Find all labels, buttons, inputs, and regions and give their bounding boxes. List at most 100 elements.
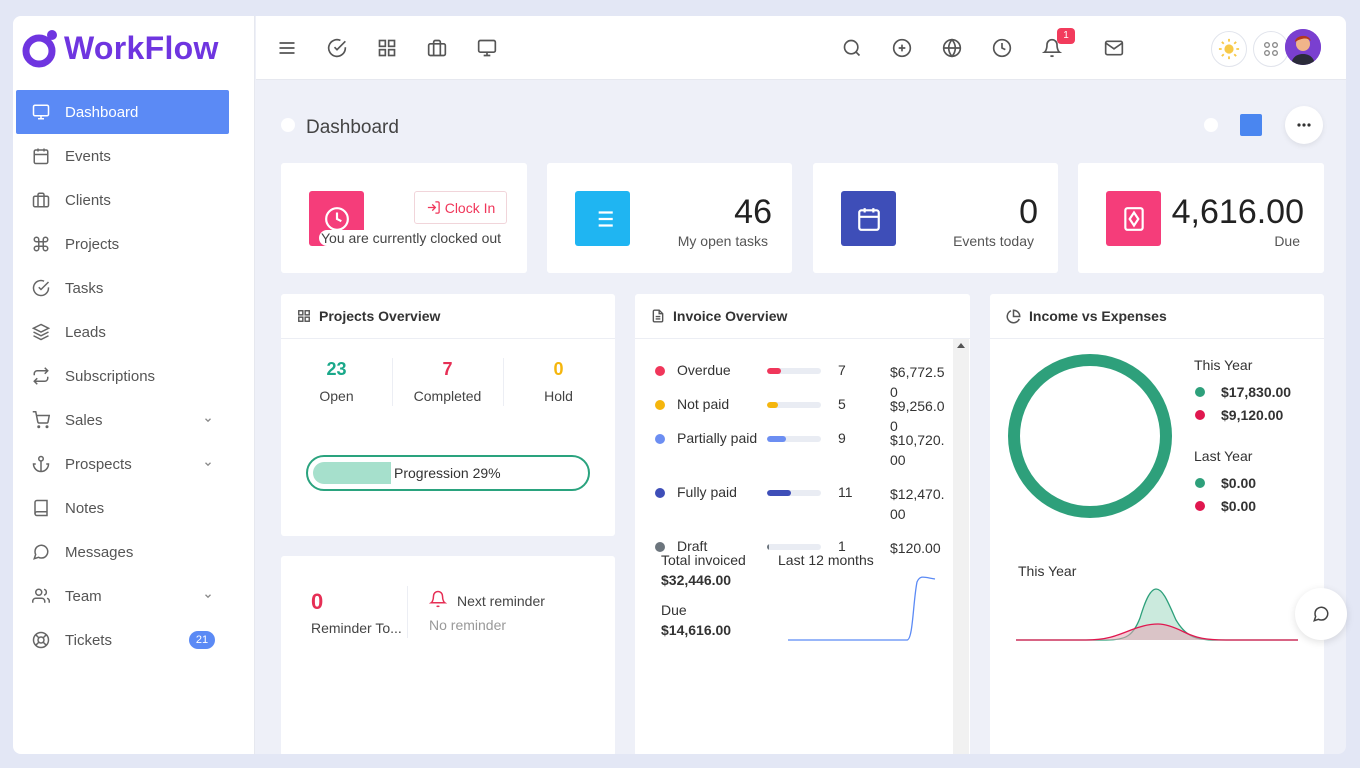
reminder-count-label[interactable]: Reminder To...	[311, 620, 402, 636]
chat-button[interactable]	[1295, 588, 1347, 640]
scroll-up-arrow[interactable]	[957, 343, 965, 348]
sidebar-item-notes[interactable]: Notes	[16, 486, 229, 530]
sidebar-item-label: Leads	[65, 323, 106, 341]
bell-icon[interactable]: 1	[1040, 28, 1075, 60]
invoice-count: 7	[838, 362, 846, 378]
area-chart-title: This Year	[1018, 563, 1077, 579]
invoice-bar	[767, 436, 821, 442]
events-today-label: Events today	[953, 233, 1034, 249]
sidebar-item-label: Dashboard	[65, 103, 139, 121]
sidebar-item-prospects[interactable]: Prospects	[16, 442, 229, 486]
apps-button[interactable]	[1253, 31, 1289, 67]
invoice-count: 5	[838, 396, 846, 412]
tickets-count-badge: 21	[189, 631, 215, 649]
avatar[interactable]	[1285, 29, 1321, 65]
more-options-button[interactable]	[1285, 106, 1323, 144]
invoice-bar	[767, 368, 821, 374]
monitor-icon[interactable]	[475, 36, 499, 60]
app-name: WorkFlow	[64, 29, 219, 66]
clock-card: Clock In You are currently clocked out	[281, 163, 527, 273]
divider	[407, 586, 408, 638]
open-projects-stat[interactable]: 23 Open	[281, 359, 392, 404]
sidebar-nav: Dashboard Events Clients Projects Tasks …	[16, 90, 229, 662]
income-legend-dot	[1195, 478, 1205, 488]
invoice-amount: $9,256.00	[890, 398, 945, 434]
invoice-amount: $6,772.50	[890, 364, 945, 400]
globe-icon[interactable]	[940, 36, 964, 60]
check-circle-icon[interactable]	[325, 36, 349, 60]
menu-icon[interactable]	[275, 36, 299, 60]
page-title: Dashboard	[306, 117, 399, 138]
sidebar-item-dashboard[interactable]: Dashboard	[16, 90, 229, 134]
last-year-label: Last Year	[1194, 448, 1253, 464]
clock-in-label: Clock In	[444, 199, 496, 216]
hold-projects-stat[interactable]: 0 Hold	[503, 359, 614, 404]
file-text-icon	[651, 309, 665, 323]
sidebar-item-leads[interactable]: Leads	[16, 310, 229, 354]
grid-icon[interactable]	[375, 36, 399, 60]
sidebar-item-label: Projects	[65, 235, 120, 253]
sidebar-item-messages[interactable]: Messages	[16, 530, 229, 574]
sidebar-item-team[interactable]: Team	[16, 574, 229, 618]
color-picker-button[interactable]	[1240, 114, 1262, 136]
invoice-row-draft[interactable]: Draft 1 $120.00	[655, 537, 941, 557]
briefcase-icon[interactable]	[425, 36, 449, 60]
sidebar-item-label: Team	[65, 587, 102, 605]
income-expense-area-chart	[1016, 588, 1298, 641]
sidebar-item-projects[interactable]: Projects	[16, 222, 229, 266]
due-amount-label: Due	[661, 602, 687, 618]
panel-title: Invoice Overview	[673, 308, 788, 324]
invoice-row-not-paid[interactable]: Not paid 5 $9,256.00	[655, 395, 945, 434]
pie-chart-icon	[1006, 308, 1021, 324]
clock-in-button[interactable]: Clock In	[414, 191, 507, 224]
sidebar-item-events[interactable]: Events	[16, 134, 229, 178]
due-card[interactable]: 4,616.00 Due	[1078, 163, 1324, 273]
app-window: WorkFlow Dashboard Events Clients Projec…	[13, 16, 1346, 754]
due-label: Due	[1274, 233, 1300, 249]
logo[interactable]: WorkFlow	[22, 26, 219, 70]
sidebar-item-label: Subscriptions	[65, 367, 156, 385]
invoice-overview-panel: Invoice Overview Overdue 7 $6,772.50 Not…	[635, 294, 970, 754]
mail-icon[interactable]	[1102, 36, 1126, 60]
monitor-icon	[31, 102, 51, 122]
invoice-row-fully-paid[interactable]: Fully paid 11 $12,470.00	[655, 483, 945, 522]
apps-icon	[1264, 42, 1278, 56]
sidebar-item-clients[interactable]: Clients	[16, 178, 229, 222]
expense-legend-dot	[1195, 501, 1205, 511]
scrollbar[interactable]	[953, 339, 969, 754]
plus-circle-icon[interactable]	[890, 36, 914, 60]
completed-projects-value: 7	[442, 359, 453, 379]
events-today-value: 0	[1019, 193, 1038, 231]
life-buoy-icon	[31, 630, 51, 650]
chevron-down-icon[interactable]	[203, 588, 213, 605]
chevron-down-icon[interactable]	[203, 412, 213, 429]
sidebar-item-tickets[interactable]: Tickets 21	[16, 618, 229, 662]
progression-bar: Progression 29%	[306, 455, 590, 491]
sidebar-item-sales[interactable]: Sales	[16, 398, 229, 442]
grid-icon	[297, 309, 311, 323]
clock-status-text: You are currently clocked out	[319, 230, 504, 246]
invoice-row-partially-paid[interactable]: Partially paid 9 $10,720.00	[655, 429, 945, 468]
sidebar-item-tasks[interactable]: Tasks	[16, 266, 229, 310]
donut-income-slice	[1008, 354, 1172, 518]
completed-projects-stat[interactable]: 7 Completed	[392, 359, 503, 404]
sidebar-item-label: Clients	[65, 191, 111, 209]
sidebar-item-label: Tasks	[65, 279, 104, 297]
open-projects-label: Open	[319, 388, 354, 404]
open-tasks-card[interactable]: 46 My open tasks	[547, 163, 792, 273]
log-in-icon	[427, 201, 440, 214]
panel-header: Projects Overview	[281, 294, 615, 339]
theme-toggle-button[interactable]	[1211, 31, 1247, 67]
clock-icon[interactable]	[990, 36, 1014, 60]
invoice-row-overdue[interactable]: Overdue 7 $6,772.50	[655, 361, 945, 400]
divider	[503, 358, 504, 406]
next-reminder-value: No reminder	[429, 617, 507, 633]
notification-badge: 1	[1057, 28, 1075, 44]
invoice-bar	[767, 544, 821, 550]
events-today-card[interactable]: 0 Events today	[813, 163, 1058, 273]
sidebar-item-subscriptions[interactable]: Subscriptions	[16, 354, 229, 398]
divider	[392, 358, 393, 406]
search-icon[interactable]	[840, 36, 864, 60]
chevron-down-icon[interactable]	[203, 456, 213, 473]
projects-overview-panel: Projects Overview 23 Open 7 Completed 0 …	[281, 294, 615, 536]
